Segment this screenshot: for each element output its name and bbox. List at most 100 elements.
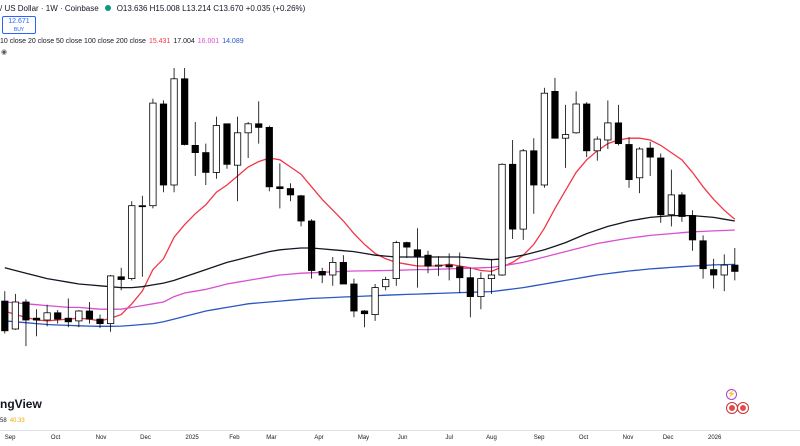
candle[interactable] [181,68,189,146]
us-flag-icon-2[interactable] [738,403,748,413]
candle[interactable] [720,254,728,292]
candle[interactable] [731,248,739,281]
candle[interactable] [466,267,474,318]
candle[interactable] [117,267,125,291]
candle-body [710,269,718,276]
candle[interactable] [22,299,30,347]
x-tick-label: Dec [662,435,674,441]
candle[interactable] [159,100,168,193]
visibility-eye-icon[interactable]: ◉ [1,49,8,56]
candle[interactable] [1,291,9,334]
lightning-icon[interactable]: ⚡ [726,389,737,400]
candle[interactable] [297,194,305,227]
candle-body [202,152,210,173]
candle[interactable] [530,138,538,214]
ma-line-1 [4,214,735,289]
candle[interactable] [392,240,400,286]
candle[interactable] [498,163,506,276]
candle-body [392,242,400,280]
candle[interactable] [107,275,115,332]
candle[interactable] [636,147,644,194]
candle-body [456,266,464,279]
candle[interactable] [85,302,94,324]
us-flag-icon[interactable] [727,403,737,413]
candle[interactable] [339,255,347,285]
candle[interactable] [561,104,570,168]
candle[interactable] [255,101,263,144]
candle[interactable] [572,91,580,134]
x-tick-label: May [357,435,370,441]
candle[interactable] [583,102,591,158]
buy-button[interactable]: 12.671 BUY [2,16,36,34]
candle[interactable] [244,122,252,158]
candle[interactable] [551,77,559,139]
candle[interactable] [233,116,242,202]
candle-body [265,127,273,188]
candle[interactable] [191,122,199,176]
candle-body [360,310,369,315]
candle[interactable] [43,304,51,327]
candle[interactable] [540,87,548,188]
candle[interactable] [286,183,295,202]
candle[interactable] [456,252,464,294]
candle[interactable] [614,104,623,146]
candle[interactable] [646,141,654,176]
candle[interactable] [371,284,379,321]
candle[interactable] [477,272,485,310]
candle[interactable] [350,278,358,318]
candle[interactable] [519,149,527,240]
symbol-title[interactable]: / US Dollar · 1W · Coinbase [0,4,99,13]
candle[interactable] [138,195,146,277]
candle[interactable] [170,68,178,193]
candle[interactable] [509,140,517,239]
candle[interactable] [308,219,316,279]
candle-body [636,148,644,179]
candle[interactable] [128,201,136,281]
candle[interactable] [657,153,665,223]
candle-body [487,274,496,279]
chart-header: / US Dollar · 1W · Coinbase O13.636 H15.0… [0,4,305,13]
candle-body [339,261,347,285]
candle[interactable] [625,137,633,188]
candle[interactable] [32,309,41,337]
candle[interactable] [64,298,72,328]
candle-body [424,254,432,267]
candle-body [382,279,390,288]
candle[interactable] [54,310,62,324]
candle[interactable] [11,293,19,330]
time-axis[interactable]: Sep Oct Nov Dec 2025 Feb Mar Apr May Jun Jul Aug Sep… [0,430,800,446]
candle[interactable] [487,258,496,294]
candle[interactable] [382,276,390,291]
candle-body [159,103,168,186]
candle[interactable] [75,310,83,328]
candle[interactable] [149,98,157,209]
buy-price: 12.671 [8,18,30,25]
candle[interactable] [223,123,231,169]
candle[interactable] [202,143,210,185]
candle[interactable] [329,257,337,286]
candle[interactable] [445,253,453,281]
candle[interactable] [96,314,104,329]
candle[interactable] [667,169,675,227]
tradingview-logo[interactable]: ngView [0,397,42,411]
candle[interactable] [604,100,612,149]
candle[interactable] [265,125,273,192]
candle[interactable] [360,310,369,328]
candle[interactable] [403,241,411,258]
candle[interactable] [688,210,697,251]
candle[interactable] [699,235,707,279]
indicator-legend[interactable]: 10 close 20 close 50 close 100 close 200… [0,38,244,45]
candle[interactable] [318,267,326,284]
candle[interactable] [276,163,284,209]
candle[interactable] [593,136,601,161]
candle[interactable] [424,250,432,274]
candle-body [720,264,728,276]
candle-body [181,78,189,145]
candle[interactable] [413,228,422,288]
footer-values: 58 40.33 [0,418,25,424]
candle[interactable] [710,258,718,289]
candle[interactable] [678,192,686,222]
candle[interactable] [212,116,220,179]
candle[interactable] [434,256,443,276]
